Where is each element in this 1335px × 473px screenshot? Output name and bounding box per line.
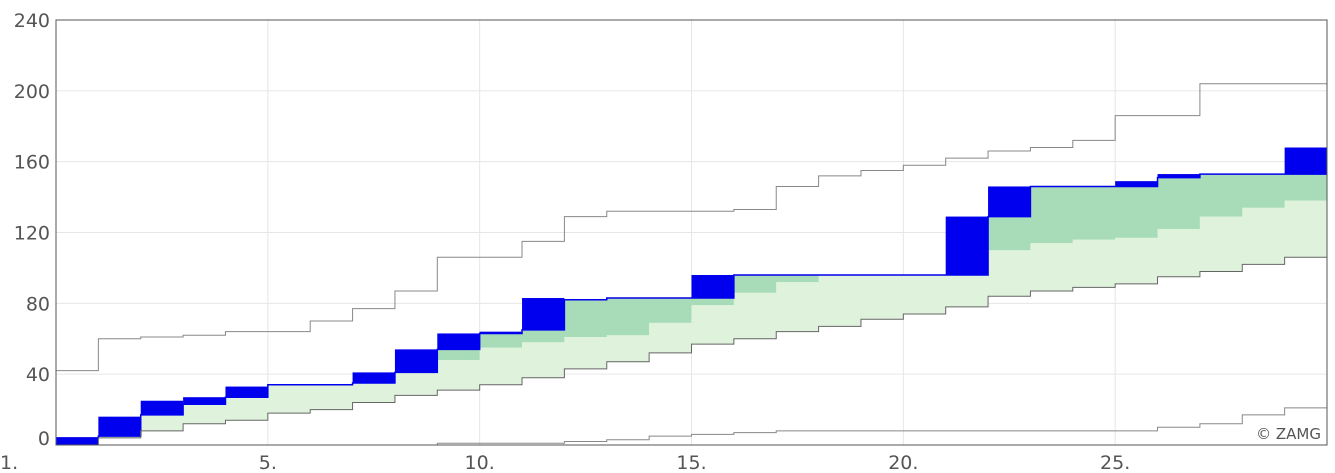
x-tick-label: 5. (259, 452, 277, 473)
x-axis-ticks: 1. 5. 10. 15. 20. 25. (0, 452, 1130, 473)
increment-bar (522, 298, 565, 330)
daily-increment-bars (56, 147, 1327, 445)
increment-bar (183, 397, 226, 405)
credit-label: © ZAMG (1256, 425, 1321, 443)
increment-bar (1157, 174, 1200, 178)
y-tick-label: 0 (38, 428, 50, 450)
y-tick-label: 80 (26, 293, 50, 315)
increment-bar (98, 416, 141, 437)
x-tick-label: 15. (676, 452, 706, 473)
y-tick-label: 160 (14, 152, 50, 174)
increment-bar (394, 349, 438, 373)
plot-frame (55, 19, 1328, 446)
increment-bar (479, 331, 523, 334)
increment-bar (437, 333, 480, 350)
x-tick-label: 20. (888, 452, 918, 473)
increment-bar (945, 216, 989, 275)
x-tick-label: 1. (0, 452, 18, 473)
dark-band-area (56, 174, 1327, 445)
y-tick-label: 240 (14, 10, 50, 32)
increment-bar (140, 400, 184, 415)
y-tick-label: 40 (26, 364, 50, 386)
y-tick-label: 200 (14, 81, 50, 103)
increment-bar (1284, 147, 1327, 175)
observed-cumulative-line (56, 173, 1327, 439)
increment-bar (691, 275, 734, 299)
x-tick-label: 10. (465, 452, 495, 473)
y-tick-label: 120 (14, 223, 50, 245)
dark-band (56, 174, 1327, 445)
y-axis-ticks: 0 40 80 120 160 200 240 (14, 10, 50, 450)
increment-bar (225, 386, 268, 398)
upper-envelope-line (56, 83, 1327, 372)
increment-bar (352, 372, 395, 384)
x-tick-label: 25. (1100, 452, 1130, 473)
increment-bar (56, 437, 99, 445)
increment-bar (988, 186, 1031, 217)
band-lower-line (56, 256, 1327, 446)
increment-bar (1115, 181, 1158, 187)
